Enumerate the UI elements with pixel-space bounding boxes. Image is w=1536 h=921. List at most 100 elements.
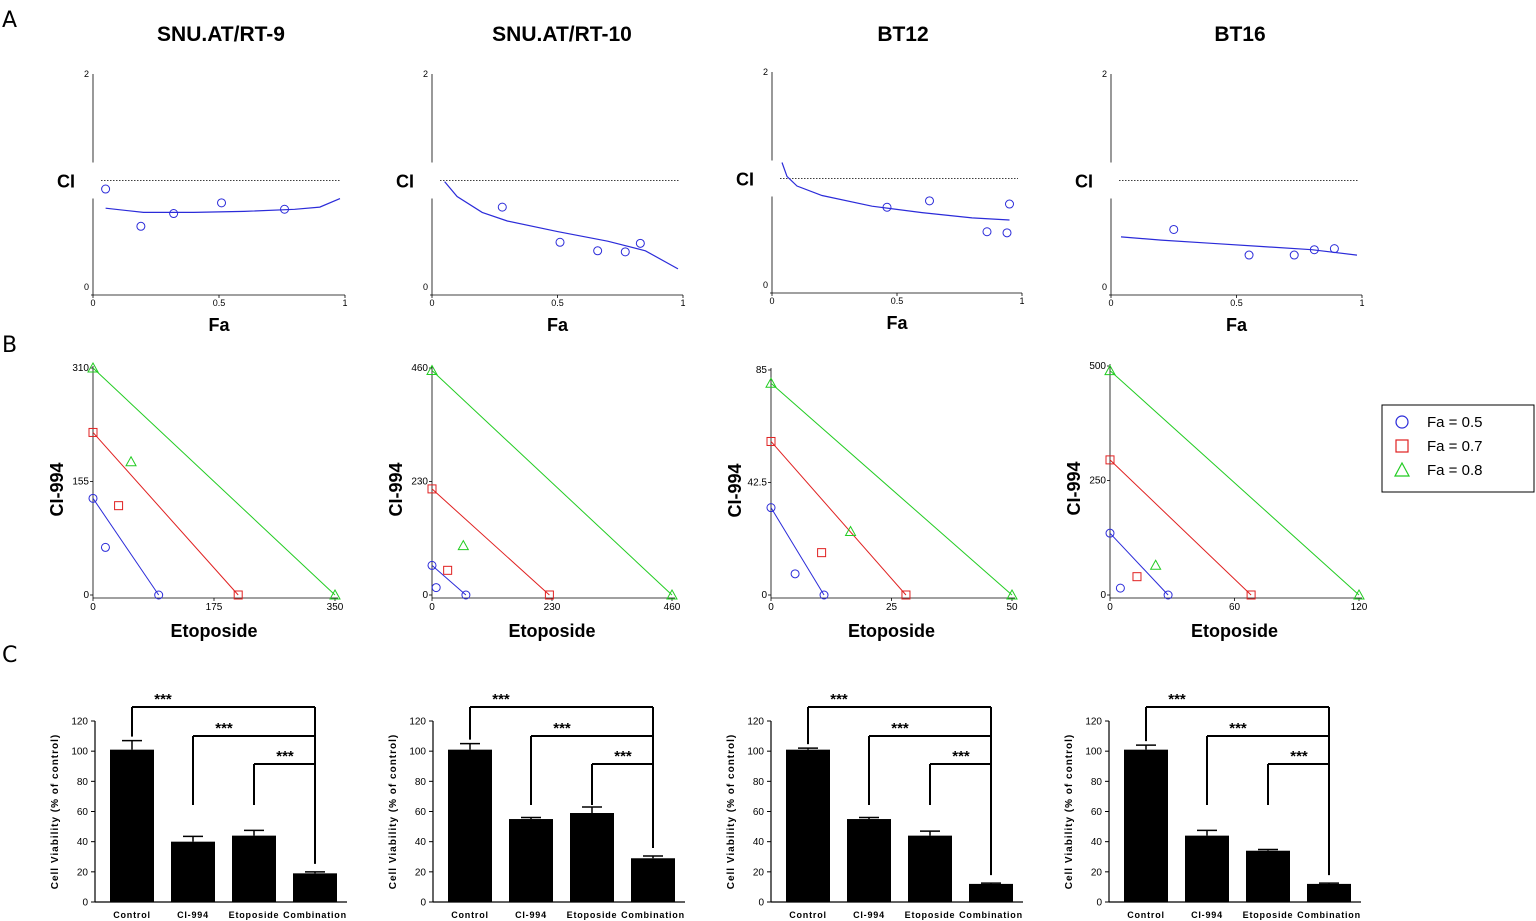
x-axis-label: Fa: [208, 315, 230, 335]
legend: Fa = 0.5 Fa = 0.7 Fa = 0.8: [1381, 404, 1535, 493]
isobole-end-marker: [426, 364, 438, 375]
y-tick-label: 0: [423, 282, 428, 292]
chart-title: BT12: [877, 23, 928, 46]
y-tick-label: 60: [415, 807, 427, 818]
category-label: Combination: [959, 910, 1023, 920]
significance-stars: ***: [614, 748, 632, 765]
y-tick-label: 0: [1102, 282, 1107, 292]
isobologram-2: 0 230 460 0 230 460 Etoposide CI-994: [386, 363, 681, 641]
category-label: Control: [113, 910, 151, 920]
significance-stars: ***: [154, 691, 172, 708]
category-label: CI-994: [515, 910, 547, 920]
isobole-line: [431, 370, 673, 596]
y-tick-label: 85: [756, 365, 768, 376]
isobole-end-marker: [1353, 588, 1365, 600]
ci-data-point: [635, 238, 645, 248]
isobologram-4: 0 60 120 0 250 500 Etoposide CI-994: [1064, 361, 1368, 641]
combination-point: [125, 455, 137, 467]
isobole-end-marker: [87, 361, 99, 373]
y-tick-label: 2: [1102, 69, 1107, 79]
ci-data-point: [882, 202, 892, 212]
y-tick-label: 2: [763, 67, 768, 77]
isobole-line: [1109, 370, 1360, 596]
combination-point: [457, 539, 470, 551]
ci-plot-4: BT16 0 0.5 1 0 2 CI Fa: [1075, 23, 1365, 335]
bar: [786, 749, 830, 902]
x-tick-label: 0: [769, 296, 774, 306]
category-label: Combination: [283, 910, 347, 920]
y-axis-label: CI-994: [386, 462, 406, 516]
isobole-line: [431, 488, 550, 596]
legend-square-icon: [1395, 439, 1409, 453]
category-label: Control: [451, 910, 489, 920]
isobole-line: [1109, 459, 1252, 596]
bar-chart-4: 0 20 40 60 80 100 120 Cell Viability (% of cont…: [1064, 691, 1361, 920]
bar: [1307, 883, 1351, 902]
isobole-end-marker: [1006, 588, 1018, 600]
y-tick-label: 0: [1100, 590, 1106, 601]
isobologram-3: 0 25 50 0 42.5 85 Etoposide CI-994: [725, 365, 1018, 641]
y-tick-label: 0: [83, 590, 89, 601]
y-axis-label: CI: [1075, 172, 1093, 192]
category-label: CI-994: [1191, 910, 1223, 920]
ci-data-point: [1169, 224, 1179, 234]
bar: [847, 819, 891, 902]
y-tick-label: 40: [753, 837, 765, 848]
y-tick-label: 2: [423, 69, 428, 79]
y-tick-label: 0: [763, 280, 768, 290]
x-tick-label: 0: [90, 602, 96, 613]
y-tick-label: 60: [1091, 807, 1103, 818]
bar: [631, 858, 675, 902]
y-axis-label: CI-994: [1064, 461, 1084, 515]
x-tick-label: 0: [1107, 602, 1113, 613]
significance-stars: ***: [830, 691, 848, 708]
isobole-end-marker: [154, 590, 164, 600]
ci-plot-1: SNU.AT/RT-9 0 0.5 1 0 2 CI Fa: [57, 23, 348, 335]
bar: [1124, 749, 1168, 902]
category-label: CI-994: [177, 910, 209, 920]
significance-stars: ***: [1229, 720, 1247, 737]
isobole-end-marker: [88, 427, 98, 437]
isobole-line: [1109, 532, 1169, 596]
panel-b-isobolograms: 0 175 350 0 155 310 Etoposide CI-994 0 230 460 0 230…: [47, 361, 1368, 641]
isobole-end-marker: [88, 493, 98, 503]
isobole-line: [770, 441, 907, 596]
category-label: Etoposide: [1243, 910, 1294, 920]
y-axis-label: CI: [396, 172, 414, 192]
x-tick-label: 1: [680, 298, 685, 308]
y-tick-label: 120: [409, 717, 426, 728]
category-label: Etoposide: [567, 910, 618, 920]
isobole-end-marker: [766, 503, 776, 513]
y-tick-label: 230: [411, 477, 428, 488]
ci-data-point: [982, 227, 992, 237]
y-tick-label: 80: [415, 777, 427, 788]
y-tick-label: 310: [72, 363, 89, 374]
significance-stars: ***: [952, 748, 970, 765]
isobole-end-marker: [427, 484, 437, 494]
isobole-line: [431, 565, 467, 596]
y-tick-label: 120: [71, 717, 88, 728]
ci-data-point: [555, 237, 565, 247]
isobole-line: [92, 498, 160, 596]
isobole-end-marker: [819, 590, 829, 600]
ci-data-point: [1002, 228, 1012, 238]
y-tick-label: 500: [1089, 361, 1106, 372]
bar: [969, 883, 1013, 902]
ci-fit-curve: [781, 162, 1010, 221]
x-tick-label: 0: [1108, 298, 1113, 308]
x-axis-label: Etoposide: [1191, 621, 1278, 641]
significance-stars: ***: [276, 748, 294, 765]
y-tick-label: 20: [77, 867, 89, 878]
y-tick-label: 460: [411, 363, 428, 374]
bar: [1246, 850, 1290, 902]
ci-data-point: [1289, 250, 1299, 260]
ci-fit-curve: [444, 181, 679, 270]
x-tick-label: 0: [429, 298, 434, 308]
x-tick-label: 0.5: [213, 298, 226, 308]
panel-label-b: B: [2, 333, 17, 358]
y-tick-label: 80: [77, 777, 89, 788]
legend-triangle-icon: [1393, 461, 1411, 477]
y-tick-label: 80: [1091, 777, 1103, 788]
isobole-end-marker: [1163, 590, 1173, 600]
ci-data-point: [593, 246, 603, 256]
